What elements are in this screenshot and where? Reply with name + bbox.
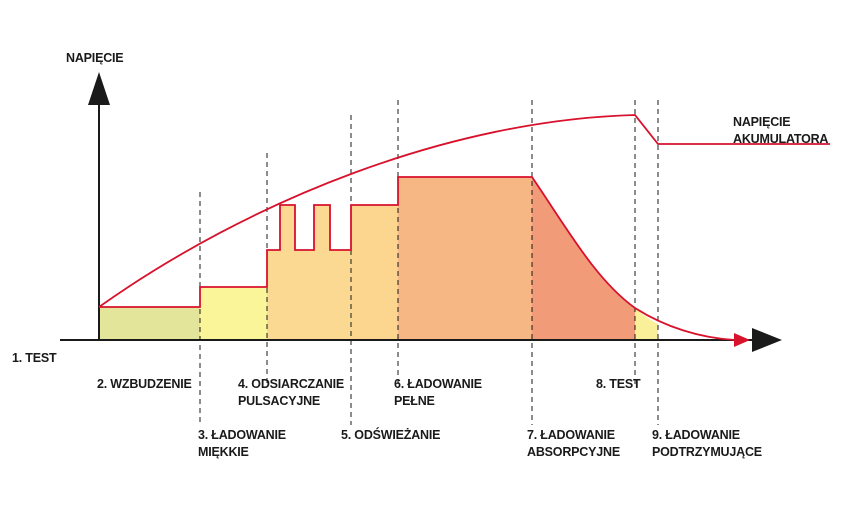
stage-label-line1: 7. ŁADOWANIE [527, 428, 615, 442]
stage-label-line2: MIĘKKIE [198, 445, 249, 459]
stage-label-1: 1. TEST [12, 350, 57, 367]
profile-arrowhead [734, 333, 750, 347]
fill-stage-8 [635, 308, 658, 340]
stage-label-line2: PULSACYJNE [238, 394, 321, 408]
stage-label-line1: 8. TEST [596, 377, 641, 391]
battery-voltage-label-line2: AKUMULATORA [733, 132, 829, 146]
charging-profile-line [99, 176, 736, 341]
stage-label-line1: 4. ODSIARCZANIE [238, 377, 345, 391]
stage-label-5: 5. ODŚWIEŻANIE [341, 427, 440, 444]
y-axis-arrowhead [88, 72, 110, 105]
stage-label-line1: 6. ŁADOWANIE [394, 377, 482, 391]
stage-label-8: 8. TEST [596, 376, 641, 393]
stage-label-line2: PODTRZYMUJĄCE [652, 445, 762, 459]
stage-label-6: 6. ŁADOWANIE PEŁNE [394, 376, 482, 410]
x-axis-arrowhead [752, 328, 782, 352]
stage-label-line1: 9. ŁADOWANIE [652, 428, 740, 442]
stage-label-line1: 2. WZBUDZENIE [97, 377, 192, 391]
stage-fills [99, 177, 658, 340]
fill-stage-6 [398, 177, 532, 340]
stage-label-line1: 1. TEST [12, 351, 57, 365]
stage-label-4: 4. ODSIARCZANIE PULSACYJNE [238, 376, 344, 410]
stage-label-line2: ABSORPCYJNE [527, 445, 620, 459]
stage-label-9: 9. ŁADOWANIE PODTRZYMUJĄCE [652, 427, 762, 461]
stage-label-2: 2. WZBUDZENIE [97, 376, 192, 393]
fill-stage-2 [99, 307, 200, 340]
fill-stage-5 [351, 205, 398, 340]
stage-label-line2: PEŁNE [394, 394, 435, 408]
stage-label-7: 7. ŁADOWANIE ABSORPCYJNE [527, 427, 620, 461]
stage-dividers [199, 100, 659, 425]
stage-label-line1: 5. ODŚWIEŻANIE [341, 428, 441, 442]
battery-voltage-label-line1: NAPIĘCIE [733, 115, 791, 129]
battery-voltage-label: NAPIĘCIE AKUMULATORA [733, 114, 828, 148]
fill-stage-7 [532, 177, 635, 340]
stage-label-line1: 3. ŁADOWANIE [198, 428, 286, 442]
fill-stage-3 [200, 287, 267, 340]
axes [60, 72, 782, 352]
y-axis-label: NAPIĘCIE [66, 51, 124, 65]
battery-voltage-curve [98, 114, 830, 308]
stage-label-3: 3. ŁADOWANIE MIĘKKIE [198, 427, 286, 461]
